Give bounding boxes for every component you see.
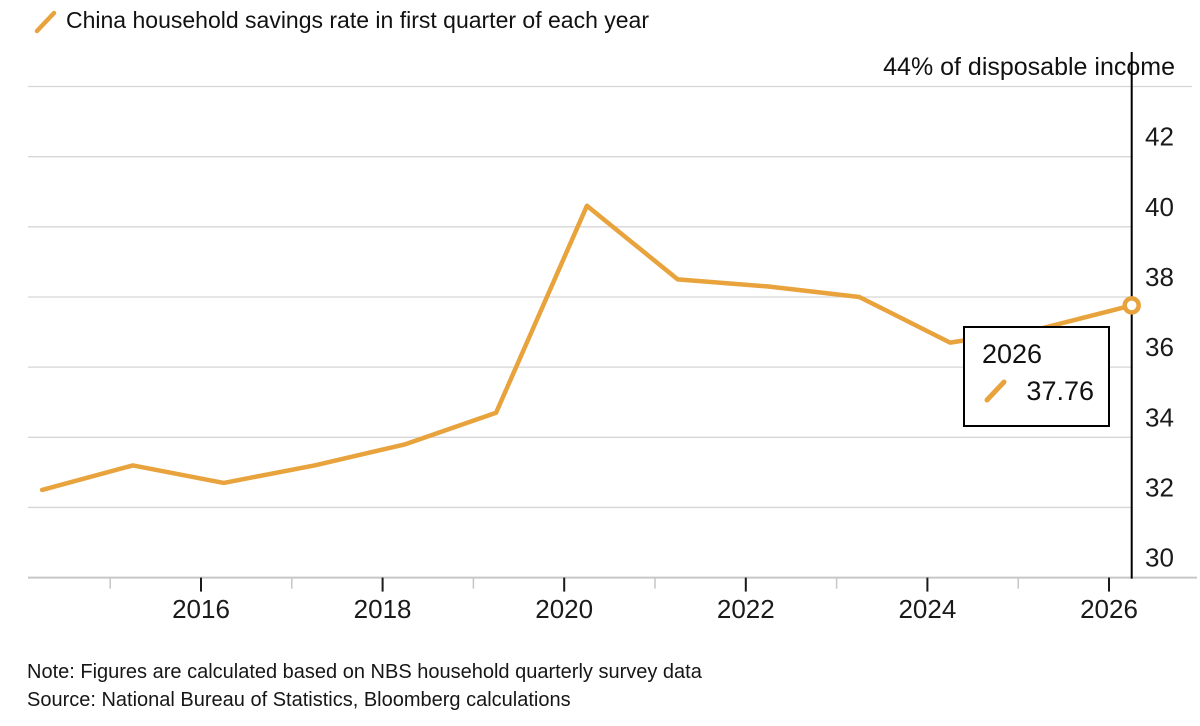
x-tick-label: 2024 — [898, 594, 956, 624]
x-tick-label: 2016 — [172, 594, 230, 624]
x-tick-label: 2018 — [354, 594, 412, 624]
chart-footnotes: Note: Figures are calculated based on NB… — [27, 659, 702, 714]
chart-canvas[interactable]: 30 32 34 36 38 40 42 2016 2018 2020 2022 2024 2026 — [0, 0, 1200, 650]
tooltip-year: 2026 — [982, 339, 1043, 369]
chart-title: China household savings rate in first qu… — [66, 7, 649, 33]
note-line: Note: Figures are calculated based on NB… — [27, 661, 702, 683]
y-tick-label: 40 — [1145, 192, 1174, 222]
y-tick-label: 34 — [1145, 402, 1174, 432]
x-tick-label: 2026 — [1080, 594, 1138, 624]
chart-tooltip: 2026 37.76 — [963, 326, 1110, 427]
tooltip-value: 37.76 — [1026, 376, 1094, 406]
savings-rate-line — [39, 203, 1134, 493]
y-axis-unit-label: 44% of disposable income — [883, 53, 1175, 81]
x-tick-label: 2020 — [535, 594, 593, 624]
y-tick-label: 32 — [1145, 472, 1174, 502]
chart-legend: China household savings rate in first qu… — [0, 0, 1200, 40]
source-line: Source: National Bureau of Statistics, B… — [27, 688, 571, 711]
tooltip-series-row: 37.76 — [982, 376, 1094, 406]
series-marker-icon — [34, 10, 57, 34]
last-point-marker — [1122, 296, 1141, 315]
y-tick-label: 42 — [1145, 122, 1174, 152]
series-marker-icon — [984, 379, 1007, 402]
y-tick-label: 36 — [1145, 332, 1174, 362]
y-tick-label: 38 — [1145, 262, 1174, 292]
y-tick-label: 30 — [1145, 543, 1174, 573]
x-tick-label: 2022 — [717, 594, 775, 624]
